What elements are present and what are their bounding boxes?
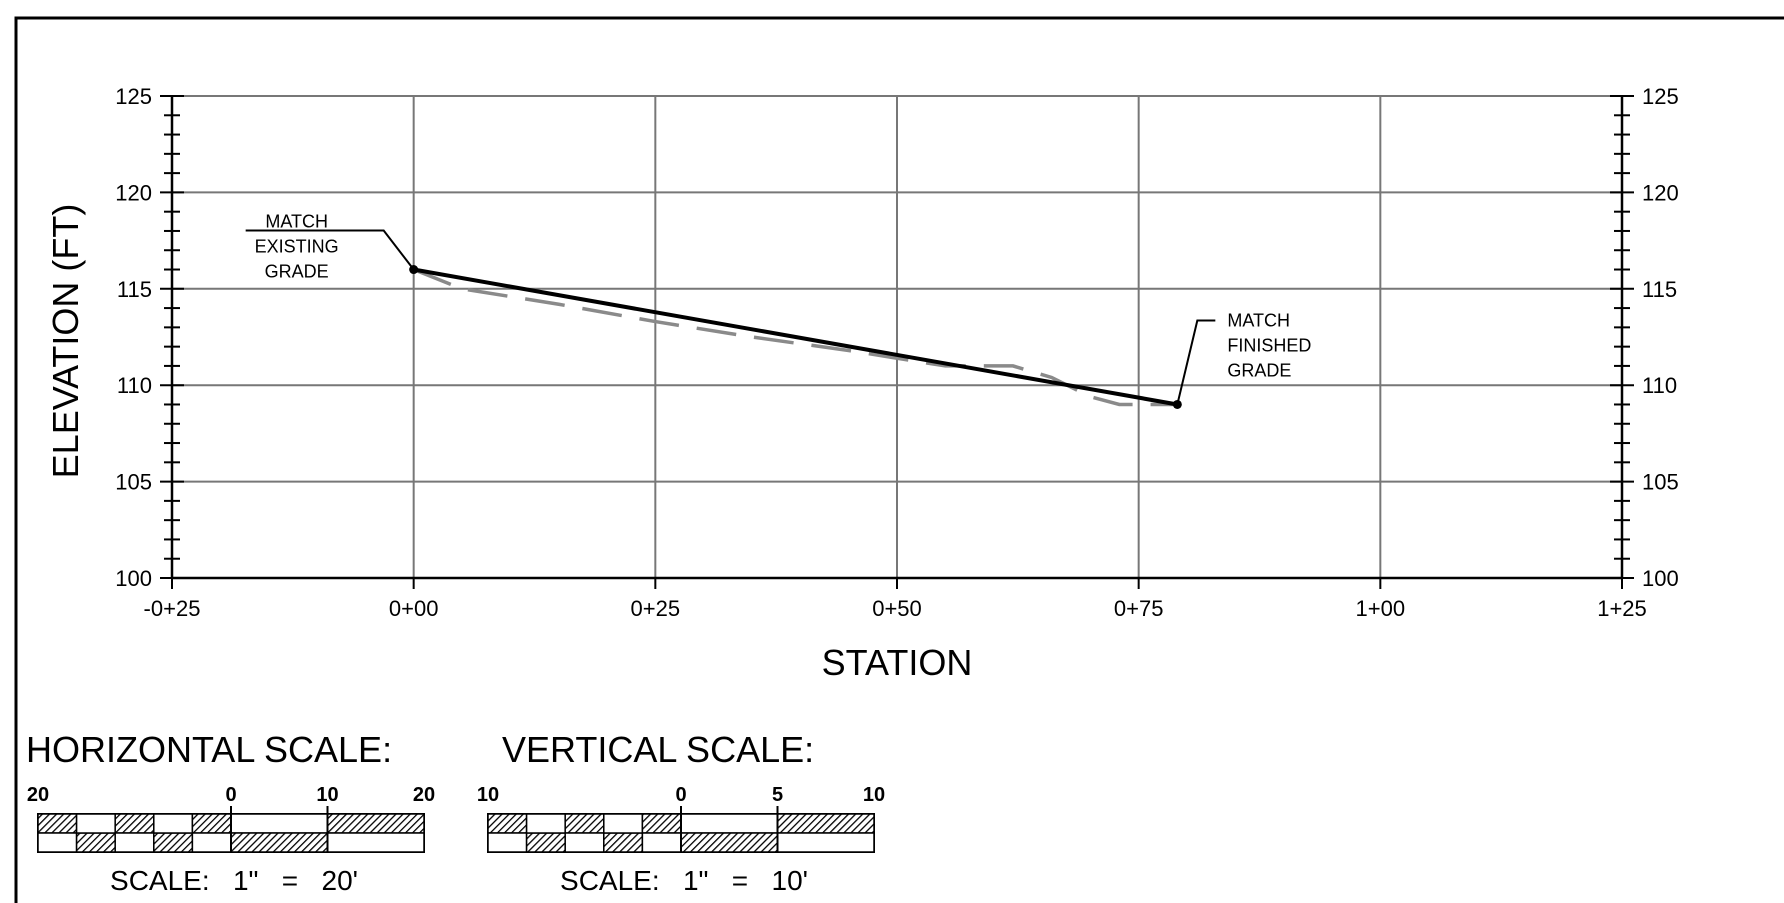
y-tick-label-left: 115 [117,277,152,302]
y-tick-label-right: 125 [1642,84,1679,109]
axes [170,96,1624,589]
horizontal-scale-segment [191,813,232,834]
vertical-scale-segment [564,813,605,834]
horizontal-scale-segment [230,813,329,834]
vertical-scale-segment [641,832,682,853]
x-tick-label: 0+00 [389,596,439,621]
annotation-text: MATCH [1227,310,1290,330]
x-tick-label: 0+25 [631,596,681,621]
y-axis-label: ELEVATION (FT) [45,204,86,479]
vertical-scale-segment [487,813,528,834]
horizontal-scale-label: 20 [413,784,435,806]
horizontal-scale-segment [114,813,155,834]
horizontal-scale-segment [37,832,78,853]
x-axis-label: STATION [822,642,973,683]
vertical-scale-caption: SCALE: 1" = 10' [560,865,808,896]
x-tick-label: 1+00 [1356,596,1406,621]
annotation-text: GRADE [1227,360,1291,380]
horizontal-scale-segment [37,813,78,834]
vertical-scale-segment [776,813,875,834]
horizontal-scale-title: HORIZONTAL SCALE: [26,729,392,770]
y-tick-label-left: 100 [115,566,152,591]
x-tick-label: 1+25 [1597,596,1647,621]
horizontal-scale-bar: HORIZONTAL SCALE: 20 0 10 20 SCALE: 1" = 20' [26,729,435,896]
horizontal-scale-label: 20 [27,784,49,806]
vertical-scale-segment [564,832,605,853]
vertical-scale-segment [641,813,682,834]
vertical-scale-segment [776,832,875,853]
x-tick-label: -0+25 [144,596,201,621]
proposed-grade-line [413,267,1178,407]
vertical-scale-title: VERTICAL SCALE: [502,729,814,770]
grid-lines [172,95,1622,578]
horizontal-scale-segment [75,832,116,853]
annotation-text: EXISTING [255,237,339,257]
plot-area: -0+25 0+00 0+25 0+50 0+75 1+00 1+25 1001051101… [115,84,1678,621]
annotations: MATCH EXISTING GRADE MATCH FINISHED GRADE [245,212,1311,405]
leader-line [1176,319,1216,405]
vertical-scale-label: 0 [675,784,686,806]
vertical-scale-segment [603,813,644,834]
minor-ticks [160,95,1634,579]
y-tick-label-right: 115 [1642,277,1677,302]
horizontal-scale-segment [326,813,425,834]
y-tick-label-left: 120 [115,180,152,205]
x-tick-label: 0+50 [872,596,922,621]
vertical-scale-label: 5 [772,784,783,806]
vertical-scale-segment [487,832,528,853]
horizontal-scale-segment [153,832,194,853]
horizontal-scale-label: 0 [225,784,236,806]
existing-grade-line [413,267,1178,407]
vertical-scale-segment [680,813,779,834]
vertical-scale-segment [525,813,566,834]
x-tick-label: 0+75 [1114,596,1164,621]
horizontal-scale-segment [191,832,232,853]
horizontal-scale-segment [114,832,155,853]
y-tick-labels-left: 100 105 110 115 120 125 [115,84,152,591]
series-layer [409,265,1182,409]
y-tick-label-left: 105 [115,470,152,495]
vertical-scale-bar: VERTICAL SCALE: 10 0 5 10 SCALE: 1" = 10' [477,729,885,896]
y-tick-label-right: 110 [1642,373,1677,398]
horizontal-scale-segment [75,813,116,834]
y-tick-label-right: 120 [1642,180,1679,205]
vertical-scale-segment [680,832,779,853]
horizontal-scale-label: 10 [316,784,338,806]
y-tick-labels-right: 100 105 110 115 120 125 [1642,84,1679,591]
y-tick-label-left: 110 [117,373,152,398]
y-tick-label-left: 125 [115,84,152,109]
annotation-text: FINISHED [1227,335,1311,355]
drawing-border [14,16,1784,903]
horizontal-scale-segment [153,813,194,834]
annotation-text: MATCH [265,212,328,232]
horizontal-scale-caption: SCALE: 1" = 20' [110,865,358,896]
annotation-text: GRADE [265,262,329,282]
horizontal-scale-segment [326,832,425,853]
y-tick-label-right: 100 [1642,566,1679,591]
horizontal-scale-segment [230,832,329,853]
y-tick-label-right: 105 [1642,470,1679,495]
vertical-scale-label: 10 [477,784,499,806]
x-tick-labels: -0+25 0+00 0+25 0+50 0+75 1+00 1+25 [144,596,1647,621]
vertical-scale-label: 10 [863,784,885,806]
leader-line [245,229,415,271]
vertical-scale-segment [525,832,566,853]
vertical-scale-segment [603,832,644,853]
